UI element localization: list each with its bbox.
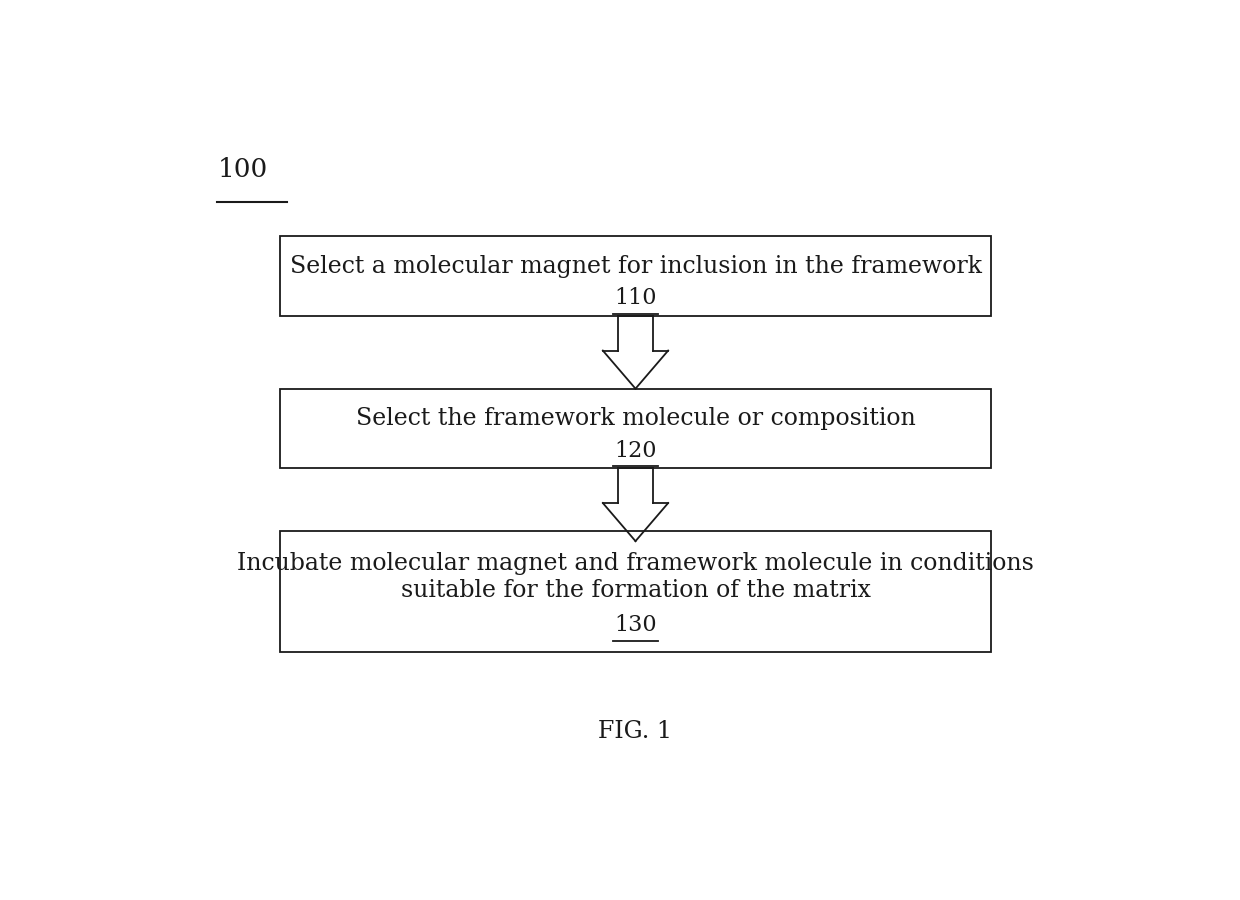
Bar	[280, 531, 991, 652]
Text: 110: 110	[614, 287, 657, 310]
Text: FIG. 1: FIG. 1	[599, 720, 672, 743]
Text: Select a molecular magnet for inclusion in the framework: Select a molecular magnet for inclusion …	[289, 255, 982, 278]
Bar	[280, 236, 991, 316]
Text: 120: 120	[614, 440, 657, 462]
Text: 100: 100	[217, 157, 268, 182]
Bar	[280, 389, 991, 468]
Text: Select the framework molecule or composition: Select the framework molecule or composi…	[356, 408, 915, 430]
Text: 130: 130	[614, 615, 657, 636]
Text: Incubate molecular magnet and framework molecule in conditions
suitable for the : Incubate molecular magnet and framework …	[237, 552, 1034, 601]
